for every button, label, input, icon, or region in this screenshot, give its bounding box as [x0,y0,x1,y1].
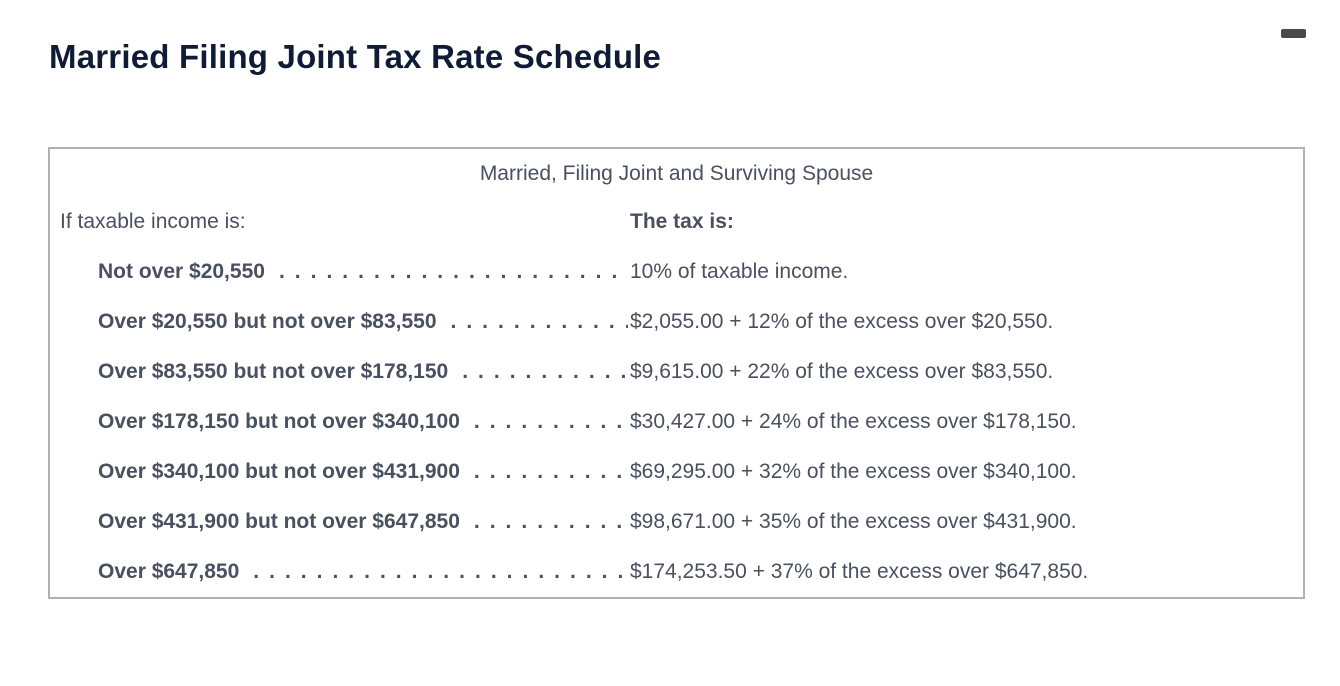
tax-schedule-table: Married, Filing Joint and Surviving Spou… [48,147,1305,599]
bracket-row: Over $20,550 but not over $83,550 ......… [50,297,1303,347]
table-title: Married, Filing Joint and Surviving Spou… [479,162,874,185]
tax-amount: $174,253.50 + 37% of the excess over $64… [630,560,1089,583]
bracket-row: Not over $20,550 .......................… [50,247,1303,297]
dot-leader: ........................................… [473,510,628,533]
bracket-row: Over $647,850 ..........................… [50,547,1303,597]
bracket-condition: Not over $20,550 [98,260,265,283]
tax-amount: 10% of taxable income. [630,260,849,283]
minimize-dash-icon[interactable] [1281,29,1306,38]
bracket-condition: Over $431,900 but not over $647,850 [98,510,460,533]
income-column-header: If taxable income is: [60,210,246,233]
bracket-rows: Not over $20,550 .......................… [50,247,1303,597]
bracket-condition: Over $647,850 [98,560,240,583]
dot-leader: ........................................… [278,260,628,283]
bracket-row: Over $340,100 but not over $431,900 ....… [50,447,1303,497]
dot-leader: ........................................… [253,560,628,583]
dot-leader: ........................................… [450,310,628,333]
bracket-left-cell: Not over $20,550 .......................… [50,247,630,297]
bracket-row: Over $431,900 but not over $647,850 ....… [50,497,1303,547]
tax-amount: $2,055.00 + 12% of the excess over $20,5… [630,310,1054,333]
bracket-left-cell: Over $20,550 but not over $83,550 ......… [50,297,630,347]
bracket-condition: Over $83,550 but not over $178,150 [98,360,449,383]
tax-amount: $9,615.00 + 22% of the excess over $83,5… [630,360,1054,383]
bracket-condition: Over $178,150 but not over $340,100 [98,410,460,433]
bracket-left-cell: Over $83,550 but not over $178,150 .....… [50,347,630,397]
bracket-condition: Over $20,550 but not over $83,550 [98,310,437,333]
dot-leader: ........................................… [462,360,628,383]
bracket-row: Over $178,150 but not over $340,100 ....… [50,397,1303,447]
dot-leader: ........................................… [473,410,628,433]
tax-amount: $98,671.00 + 35% of the excess over $431… [630,510,1077,533]
bracket-left-cell: Over $431,900 but not over $647,850 ....… [50,497,630,547]
bracket-condition: Over $340,100 but not over $431,900 [98,460,460,483]
tax-column-header: The tax is: [630,210,734,233]
page-title: Married Filing Joint Tax Rate Schedule [49,38,662,75]
tax-amount: $30,427.00 + 24% of the excess over $178… [630,410,1077,433]
bracket-left-cell: Over $647,850 ..........................… [50,547,630,597]
dot-leader: ........................................… [473,460,628,483]
table-column-headers: If taxable income is: The tax is: [50,207,1303,237]
bracket-left-cell: Over $178,150 but not over $340,100 ....… [50,397,630,447]
tax-amount: $69,295.00 + 32% of the excess over $340… [630,460,1077,483]
bracket-left-cell: Over $340,100 but not over $431,900 ....… [50,447,630,497]
bracket-row: Over $83,550 but not over $178,150 .....… [50,347,1303,397]
